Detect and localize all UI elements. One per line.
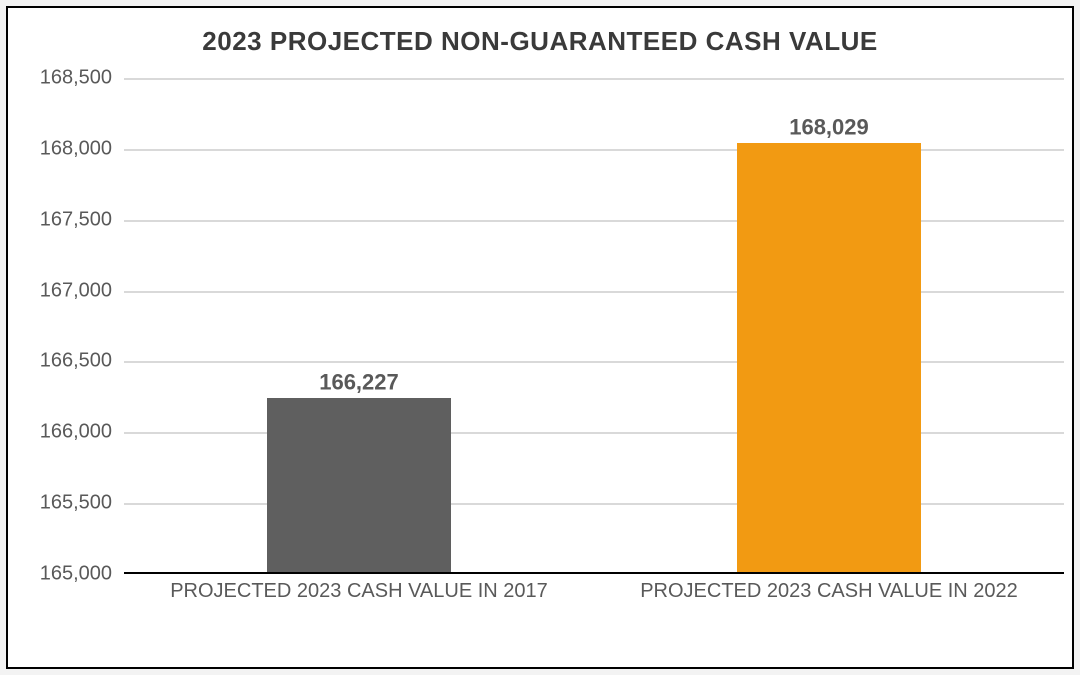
- chart-container: 2023 PROJECTED NON-GUARANTEED CASH VALUE…: [6, 6, 1074, 669]
- gridline: [124, 220, 1064, 222]
- bar: 168,029: [737, 143, 920, 572]
- gridline: [124, 432, 1064, 434]
- y-tick-label: 165,500: [40, 492, 112, 515]
- gridline: [124, 503, 1064, 505]
- plot-area: 166,227 168,029: [124, 78, 1064, 574]
- y-tick-label: 165,000: [40, 563, 112, 586]
- x-category-label: PROJECTED 2023 CASH VALUE IN 2022: [602, 580, 1056, 603]
- y-tick-label: 168,500: [40, 67, 112, 90]
- y-tick-label: 166,500: [40, 350, 112, 373]
- gridline: [124, 78, 1064, 80]
- bar: 166,227: [267, 398, 450, 572]
- gridline: [124, 149, 1064, 151]
- chart-title: 2023 PROJECTED NON-GUARANTEED CASH VALUE: [8, 26, 1072, 57]
- gridline: [124, 291, 1064, 293]
- bar-value-label: 166,227: [267, 370, 450, 396]
- y-tick-label: 166,000: [40, 421, 112, 444]
- x-category-label: PROJECTED 2023 CASH VALUE IN 2017: [132, 580, 586, 603]
- y-tick-label: 167,000: [40, 279, 112, 302]
- gridline: [124, 361, 1064, 363]
- y-tick-label: 167,500: [40, 208, 112, 231]
- y-tick-label: 168,000: [40, 137, 112, 160]
- bar-value-label: 168,029: [737, 114, 920, 140]
